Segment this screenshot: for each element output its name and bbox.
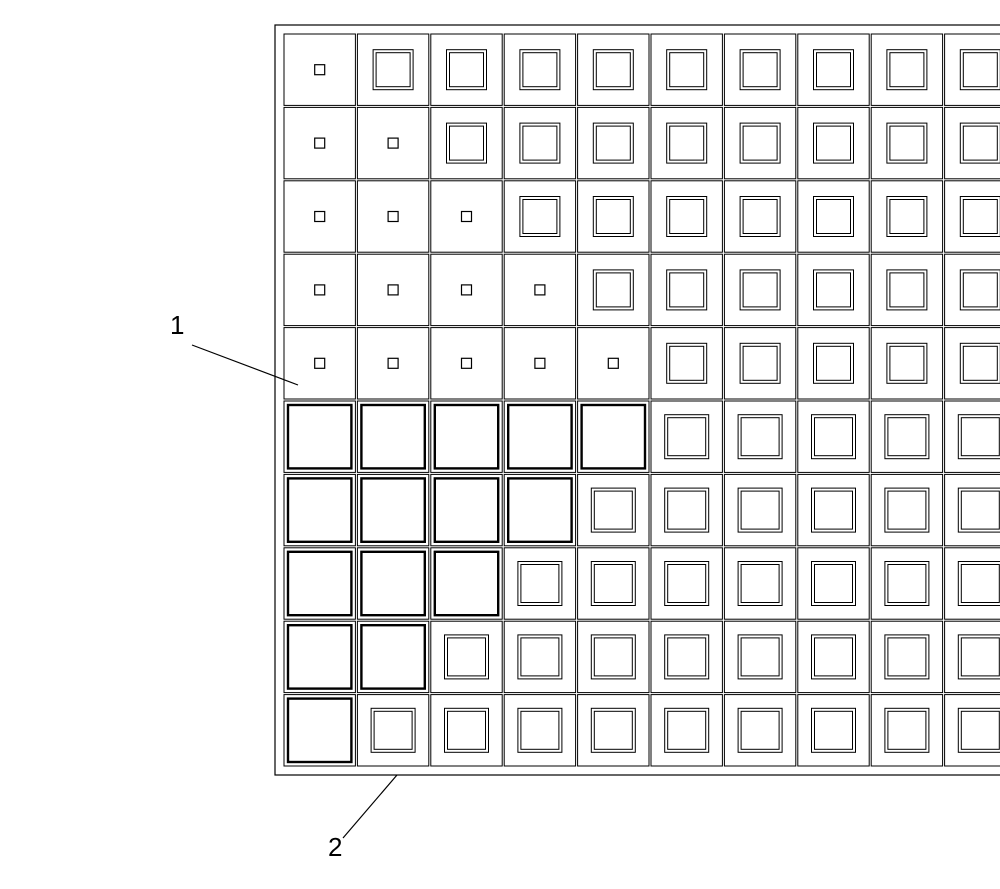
callout-label-1: 1 bbox=[170, 312, 184, 338]
callout-label-2: 2 bbox=[328, 834, 342, 860]
diagram-svg bbox=[0, 0, 1000, 889]
figure-root: { "figure": { "canvas": { "width": 1000,… bbox=[0, 0, 1000, 889]
